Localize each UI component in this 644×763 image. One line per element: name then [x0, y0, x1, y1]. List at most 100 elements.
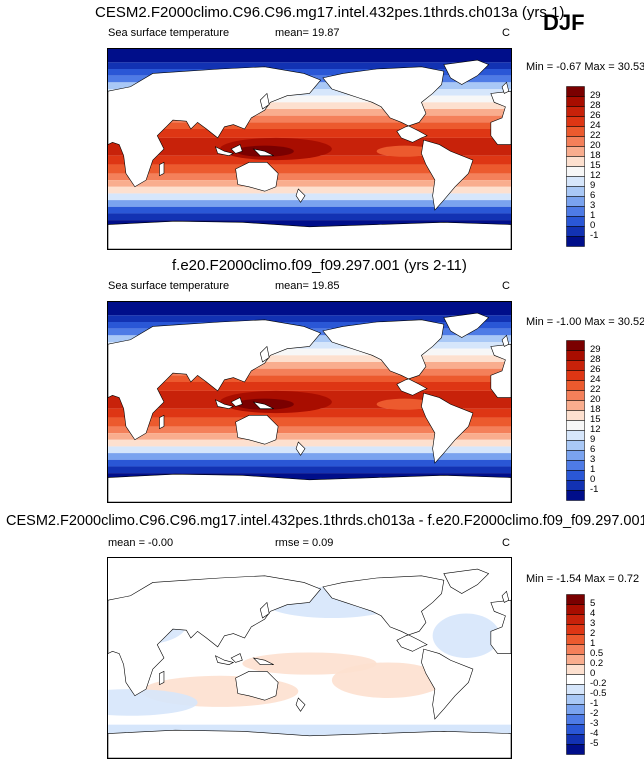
- colorbar-swatch: [566, 460, 585, 471]
- colorbar-swatch: [566, 156, 585, 167]
- land-mass: [491, 91, 511, 144]
- colorbar-swatch: [566, 734, 585, 745]
- colorbar-swatch: [566, 136, 585, 147]
- map-canvas: [108, 49, 511, 249]
- land-mass: [323, 67, 444, 143]
- colorbar-tick-label: 18: [590, 150, 601, 161]
- land-mass: [159, 162, 163, 175]
- sst-band: [108, 115, 511, 123]
- colorbar-tick-label: 0: [590, 668, 596, 679]
- land-mass: [444, 60, 489, 84]
- colorbar-swatches: [566, 340, 585, 501]
- land-mass: [502, 82, 509, 93]
- colorbar-tick-label: 0: [590, 474, 596, 485]
- land-mass: [108, 730, 511, 758]
- diff-patch: [432, 613, 500, 658]
- colorbar-swatch: [566, 654, 585, 665]
- sst-band: [108, 433, 511, 440]
- sst-band: [108, 375, 511, 382]
- colorbar-swatch: [566, 490, 585, 501]
- panel-1-variable-label: Sea surface temperature: [108, 27, 230, 39]
- colorbar-swatches: [566, 594, 585, 755]
- colorbar-tick-label: 4: [590, 608, 596, 619]
- cold-tongue: [376, 398, 433, 410]
- colorbar-swatch: [566, 96, 585, 107]
- colorbar-swatch: [566, 724, 585, 735]
- colorbar-tick-label: 24: [590, 374, 601, 385]
- colorbar-tick-label: 15: [590, 414, 601, 425]
- colorbar-tick-label: 1: [590, 210, 596, 221]
- panel-1-map: [107, 48, 512, 250]
- colorbar-tick-label: -1: [590, 484, 599, 495]
- colorbar-tick-label: 18: [590, 404, 601, 415]
- colorbar-swatch: [566, 480, 585, 491]
- colorbar-swatch: [566, 146, 585, 157]
- colorbar-swatch: [566, 744, 585, 755]
- colorbar-tick-label: -3: [590, 718, 599, 729]
- sst-band: [108, 417, 511, 427]
- colorbar-tick-label: 26: [590, 110, 601, 121]
- sst-band: [108, 446, 511, 454]
- colorbar-tick-label: 6: [590, 190, 596, 201]
- land-mass: [231, 398, 242, 407]
- sst-band: [108, 362, 511, 369]
- colorbar-tick-label: 9: [590, 434, 596, 445]
- panel-3-rmse-label: rmse = 0.09: [275, 537, 334, 549]
- colorbar-swatch: [566, 216, 585, 227]
- colorbar-swatch: [566, 400, 585, 411]
- colorbar-swatch: [566, 206, 585, 217]
- colorbar-swatch: [566, 614, 585, 625]
- land-mass: [215, 656, 233, 665]
- colorbar-tick-label: -0.5: [590, 688, 607, 699]
- colorbar-swatch: [566, 594, 585, 605]
- panel-1-colorbar: 29 28 26 24 22 20 18 15 12 9 6 3 1 0 -1: [566, 86, 626, 247]
- diff-patch: [242, 652, 377, 675]
- sst-band: [108, 206, 511, 214]
- colorbar-swatch: [566, 410, 585, 421]
- map-canvas: [108, 302, 511, 502]
- colorbar-swatch: [566, 664, 585, 675]
- colorbar-tick-label: 12: [590, 170, 601, 181]
- colorbar-swatches: [566, 86, 585, 247]
- colorbar-tick-label: 29: [590, 344, 601, 355]
- diff-patch: [108, 689, 198, 716]
- diff-patch: [331, 662, 444, 698]
- colorbar-tick-label: -5: [590, 738, 599, 749]
- colorbar-tick-label: 5: [590, 598, 596, 609]
- sst-band: [108, 109, 511, 116]
- sst-band: [108, 155, 511, 165]
- colorbar-tick-label: 26: [590, 364, 601, 375]
- colorbar-tick-label: 28: [590, 100, 601, 111]
- panel-2-unit-label: C: [502, 280, 510, 292]
- sst-band: [108, 193, 511, 201]
- land-mass: [444, 569, 489, 593]
- land-mass: [260, 346, 269, 362]
- land-mass: [260, 93, 269, 109]
- panel-3-colorbar: 5 4 3 2 1 0.5 0.2 0 -0.2 -0.5 -1 -2 -3 -4 -5: [566, 594, 626, 755]
- colorbar-tick-label: 20: [590, 140, 601, 151]
- colorbar-tick-label: 24: [590, 120, 601, 131]
- land-mass: [159, 415, 163, 428]
- panel-1-minmax-label: Min = -0.67 Max = 30.53: [526, 61, 644, 73]
- colorbar-tick-label: 0.5: [590, 648, 604, 659]
- colorbar-swatch: [566, 236, 585, 247]
- colorbar-swatch: [566, 450, 585, 461]
- map-canvas: [108, 558, 511, 758]
- colorbar-tick-label: 0.2: [590, 658, 604, 669]
- land-mass: [254, 149, 274, 156]
- sst-band: [108, 466, 511, 474]
- land-mass: [323, 576, 444, 652]
- panel-1-mean-label: mean= 19.87: [275, 27, 340, 39]
- colorbar-swatch: [566, 340, 585, 351]
- colorbar-tick-label: 2: [590, 628, 596, 639]
- colorbar-swatch: [566, 714, 585, 725]
- land-mass: [421, 140, 472, 210]
- colorbar-tick-label: -1: [590, 230, 599, 241]
- sst-band: [108, 355, 511, 362]
- sst-band: [108, 186, 511, 194]
- panel-2-mean-label: mean= 19.85: [275, 280, 340, 292]
- colorbar-swatch: [566, 360, 585, 371]
- colorbar-swatch: [566, 370, 585, 381]
- land-mass: [236, 671, 279, 700]
- colorbar-swatch: [566, 116, 585, 127]
